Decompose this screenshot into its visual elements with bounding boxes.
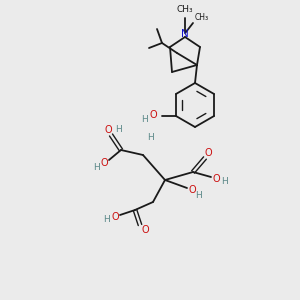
Text: CH₃: CH₃: [177, 5, 193, 14]
Text: H: H: [142, 115, 148, 124]
Text: H: H: [222, 178, 228, 187]
Text: CH₃: CH₃: [195, 14, 209, 22]
Text: N: N: [181, 29, 189, 39]
Text: H: H: [115, 125, 122, 134]
Text: O: O: [149, 110, 157, 120]
Text: H: H: [103, 215, 110, 224]
Text: O: O: [204, 148, 212, 158]
Text: O: O: [111, 212, 119, 222]
Text: H: H: [93, 163, 99, 172]
Text: O: O: [188, 185, 196, 195]
Text: O: O: [100, 158, 108, 168]
Text: O: O: [212, 174, 220, 184]
Text: O: O: [104, 125, 112, 135]
Text: H: H: [147, 133, 153, 142]
Text: H: H: [196, 191, 202, 200]
Text: O: O: [141, 225, 149, 235]
